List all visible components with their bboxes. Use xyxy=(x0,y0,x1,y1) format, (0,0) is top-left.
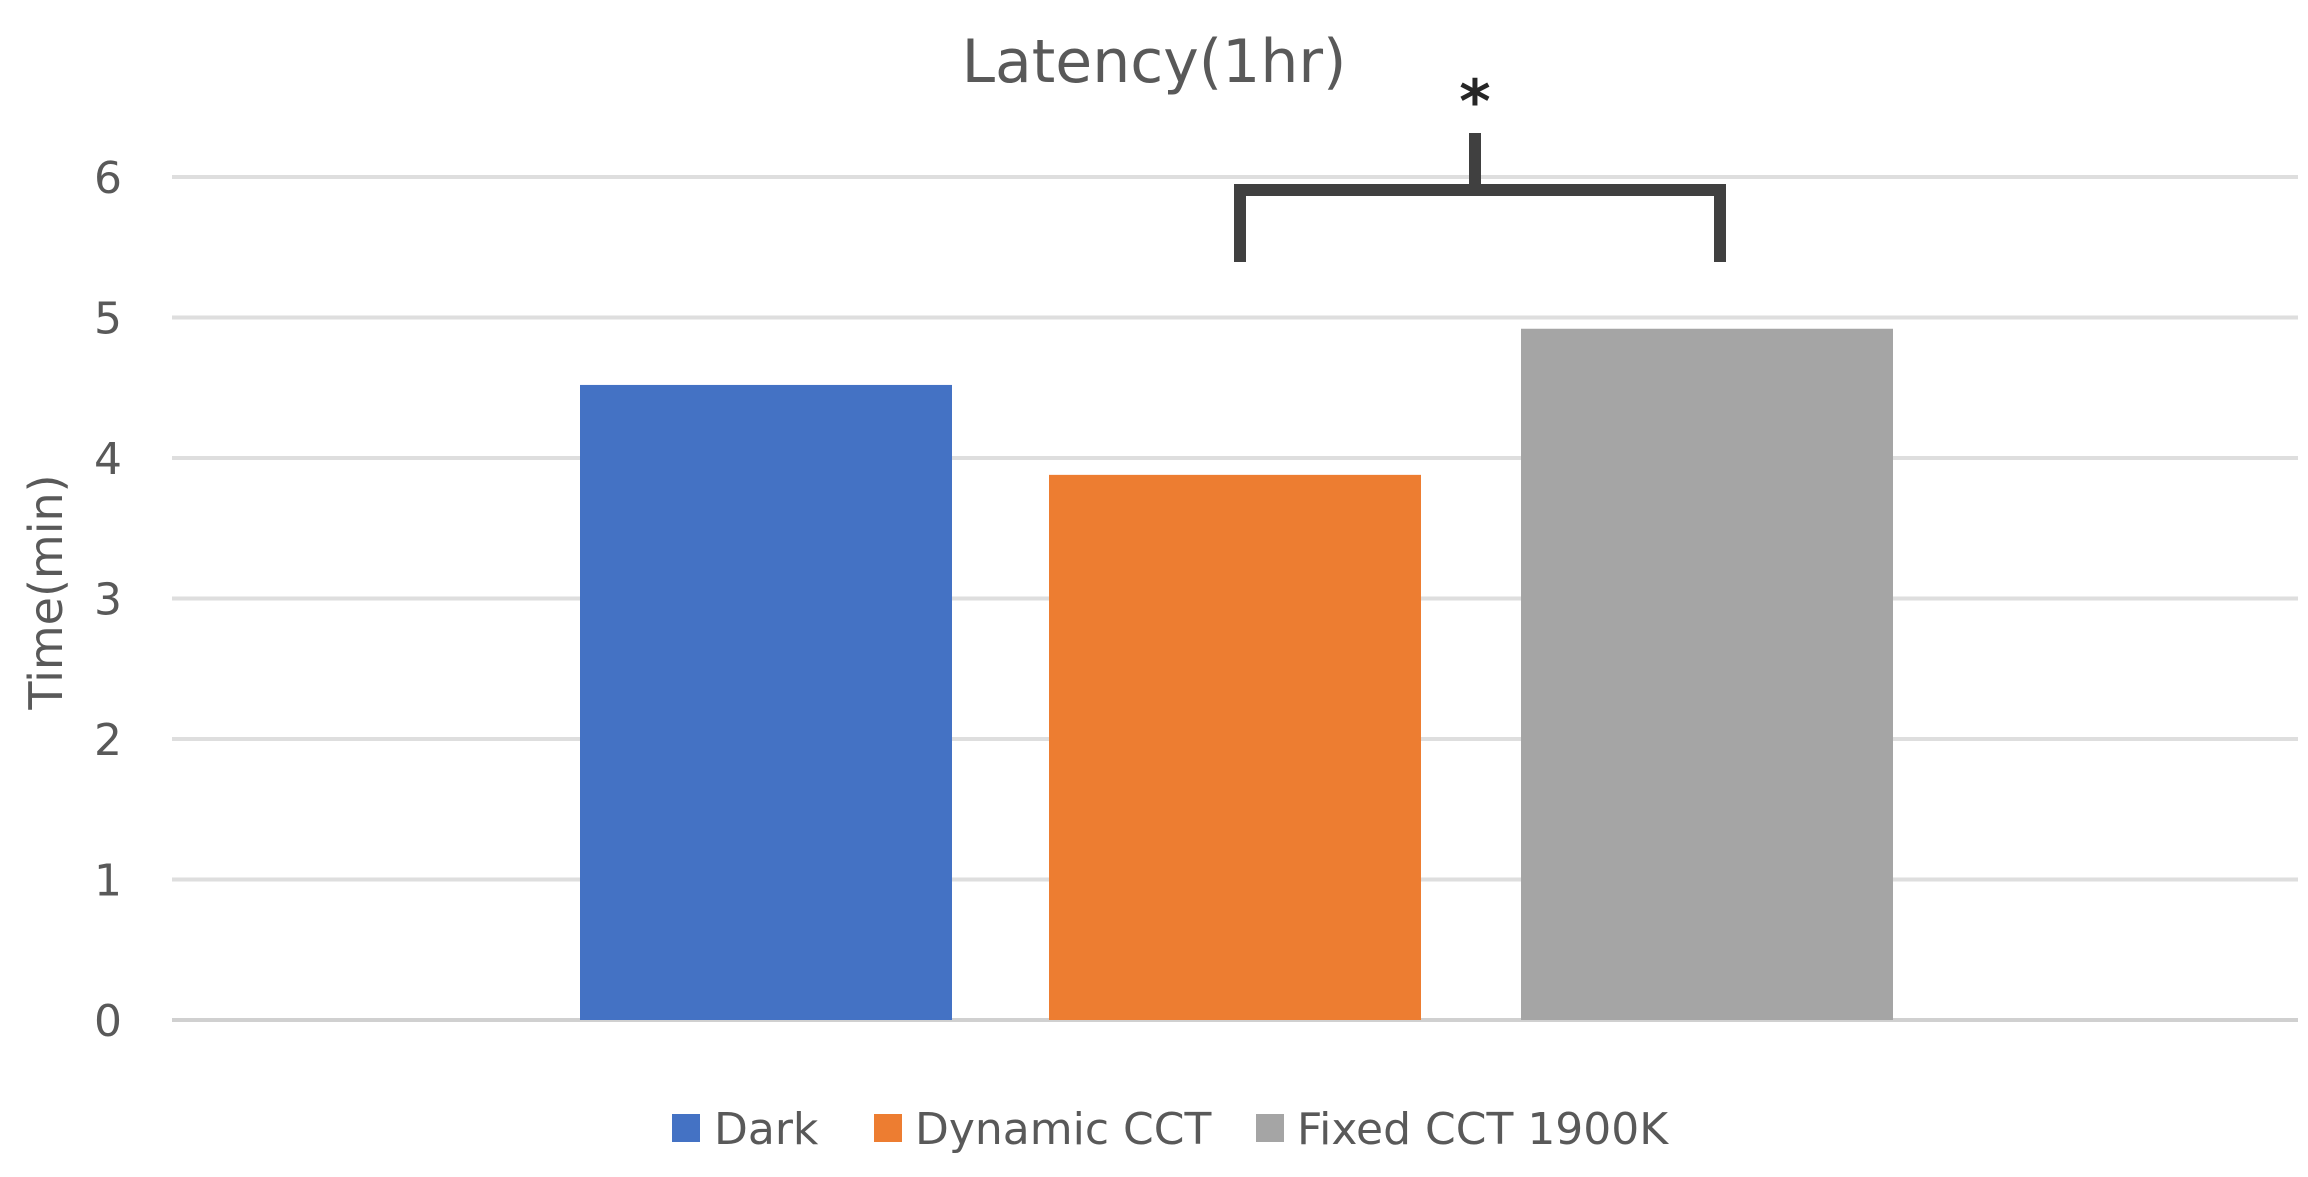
significance-bracket xyxy=(1234,133,1726,262)
legend-label: Dynamic CCT xyxy=(915,1104,1211,1155)
bar-dark xyxy=(580,384,952,1020)
legend: Dark Dynamic CCT Fixed CCT 1900K xyxy=(672,1104,1669,1155)
chart-title: Latency(1hr) xyxy=(962,27,1347,97)
bars xyxy=(580,328,1893,1020)
y-tick-label: 3 xyxy=(94,575,122,626)
legend-label: Dark xyxy=(714,1104,819,1155)
legend-label: Fixed CCT 1900K xyxy=(1297,1104,1669,1155)
legend-swatch xyxy=(672,1114,700,1142)
legend-item-dark: Dark xyxy=(672,1104,819,1155)
y-axis-ticks: 0 1 2 3 4 5 6 xyxy=(94,153,122,1047)
legend-item-fixed-cct-1900k: Fixed CCT 1900K xyxy=(1256,1104,1669,1155)
legend-item-dynamic-cct: Dynamic CCT xyxy=(874,1104,1211,1155)
y-tick-label: 2 xyxy=(94,715,122,766)
y-tick-label: 4 xyxy=(94,434,122,485)
significance-annotation: * xyxy=(1234,67,1726,262)
y-tick-label: 6 xyxy=(94,153,122,204)
y-tick-label: 0 xyxy=(94,996,122,1047)
significance-marker: * xyxy=(1459,67,1490,137)
y-axis-label: Time(min) xyxy=(19,474,73,710)
y-tick-label: 5 xyxy=(94,294,122,345)
bar-dynamic-cct xyxy=(1049,474,1421,1020)
bar-fixed-cct-1900k xyxy=(1521,328,1893,1020)
legend-swatch xyxy=(874,1114,902,1142)
legend-swatch xyxy=(1256,1114,1284,1142)
y-tick-label: 1 xyxy=(94,856,122,907)
